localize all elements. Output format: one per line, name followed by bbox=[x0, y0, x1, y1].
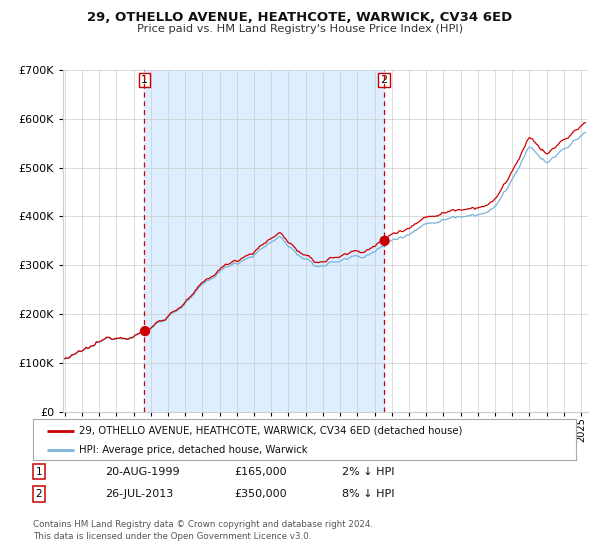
Text: 26-JUL-2013: 26-JUL-2013 bbox=[105, 489, 173, 499]
Bar bbox=[145, 70, 384, 412]
Point bbox=[140, 326, 150, 335]
Point bbox=[380, 236, 389, 245]
Text: 1: 1 bbox=[141, 75, 148, 85]
Text: 1: 1 bbox=[35, 466, 43, 477]
Text: Price paid vs. HM Land Registry's House Price Index (HPI): Price paid vs. HM Land Registry's House … bbox=[137, 24, 463, 34]
Text: £350,000: £350,000 bbox=[234, 489, 287, 499]
Text: This data is licensed under the Open Government Licence v3.0.: This data is licensed under the Open Gov… bbox=[33, 532, 311, 541]
Text: 2: 2 bbox=[380, 75, 388, 85]
Text: £165,000: £165,000 bbox=[234, 466, 287, 477]
Text: 8% ↓ HPI: 8% ↓ HPI bbox=[342, 489, 395, 499]
Text: 20-AUG-1999: 20-AUG-1999 bbox=[105, 466, 179, 477]
Text: HPI: Average price, detached house, Warwick: HPI: Average price, detached house, Warw… bbox=[79, 445, 308, 455]
Text: 29, OTHELLO AVENUE, HEATHCOTE, WARWICK, CV34 6ED (detached house): 29, OTHELLO AVENUE, HEATHCOTE, WARWICK, … bbox=[79, 426, 463, 436]
Text: 2: 2 bbox=[35, 489, 43, 499]
Text: 29, OTHELLO AVENUE, HEATHCOTE, WARWICK, CV34 6ED: 29, OTHELLO AVENUE, HEATHCOTE, WARWICK, … bbox=[88, 11, 512, 24]
Text: Contains HM Land Registry data © Crown copyright and database right 2024.: Contains HM Land Registry data © Crown c… bbox=[33, 520, 373, 529]
Text: 2% ↓ HPI: 2% ↓ HPI bbox=[342, 466, 395, 477]
